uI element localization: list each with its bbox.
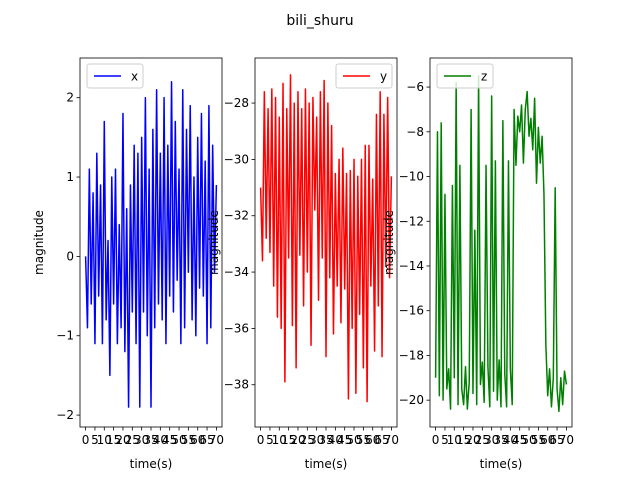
x-tick-label: 25 xyxy=(475,433,490,447)
x-tick-label: 55 xyxy=(531,433,546,447)
x-tick-label: 20 xyxy=(465,433,480,447)
x-tick-label: 40 xyxy=(503,433,518,447)
y-tick-label: 0 xyxy=(66,249,74,263)
y-tick-label: −12 xyxy=(399,214,424,228)
series-line-y xyxy=(259,74,393,403)
x-tick-label: 0 xyxy=(257,433,265,447)
y-tick-label: −1 xyxy=(56,329,74,343)
y-tick-label: −10 xyxy=(399,170,424,184)
figure-title: bili_shuru xyxy=(286,13,353,29)
subplot-3: 0 510152025303540455055606570−20−18−16−14… xyxy=(382,57,574,471)
x-tick-label: 25 xyxy=(125,433,140,447)
x-tick-label: 15 xyxy=(106,433,121,447)
legend: y xyxy=(335,63,393,89)
legend-label-x: x xyxy=(131,70,138,84)
x-tick-label: 5 xyxy=(91,433,99,447)
x-tick-label: 10 xyxy=(272,433,287,447)
x-tick-label: 20 xyxy=(115,433,130,447)
y-tick-label: −14 xyxy=(399,259,424,273)
x-tick-label: 45 xyxy=(162,433,177,447)
subplot-2: 0 510152025303540455055606570−38−36−34−32… xyxy=(207,57,399,471)
x-tick-label: 35 xyxy=(493,433,508,447)
x-tick-label: 40 xyxy=(153,433,168,447)
legend: x xyxy=(86,63,144,89)
x-tick-label: 10 xyxy=(447,433,462,447)
x-tick-label: 25 xyxy=(300,433,315,447)
x-tick-label: 20 xyxy=(290,433,305,447)
y-tick-label: 1 xyxy=(66,170,74,184)
x-tick-label: 70 xyxy=(559,433,574,447)
series-line-z xyxy=(434,75,568,413)
legend: z xyxy=(436,63,494,89)
x-tick-label: 5 xyxy=(441,433,449,447)
x-tick-label: 35 xyxy=(318,433,333,447)
x-tick-label: 60 xyxy=(190,433,205,447)
x-tick-label: 35 xyxy=(143,433,158,447)
subplot-1: 0 510152025303540455055606570−2−1012time(… xyxy=(32,57,224,471)
x-tick-label: 55 xyxy=(181,433,196,447)
y-tick-label: −36 xyxy=(224,321,249,335)
y-tick-label: 2 xyxy=(66,91,74,105)
x-tick-label: 65 xyxy=(374,433,389,447)
x-tick-label: 70 xyxy=(384,433,399,447)
x-tick-label: 45 xyxy=(337,433,352,447)
x-axis-label: time(s) xyxy=(480,457,523,471)
x-tick-label: 70 xyxy=(209,433,224,447)
x-tick-label: 15 xyxy=(456,433,471,447)
x-axis-label: time(s) xyxy=(305,457,348,471)
x-tick-label: 60 xyxy=(365,433,380,447)
y-tick-label: −18 xyxy=(399,348,424,362)
x-tick-label: 30 xyxy=(134,433,149,447)
x-tick-label: 5 xyxy=(266,433,274,447)
x-tick-label: 0 xyxy=(82,433,90,447)
y-tick-label: −28 xyxy=(224,96,249,110)
y-tick-label: −20 xyxy=(399,393,424,407)
x-tick-label: 65 xyxy=(199,433,214,447)
legend-label-z: z xyxy=(481,70,487,84)
x-tick-label: 60 xyxy=(540,433,555,447)
y-tick-label: −34 xyxy=(224,265,249,279)
y-tick-label: −32 xyxy=(224,209,249,223)
x-tick-label: 50 xyxy=(346,433,361,447)
y-tick-label: −6 xyxy=(406,80,424,94)
x-tick-label: 55 xyxy=(356,433,371,447)
x-tick-label: 40 xyxy=(328,433,343,447)
y-tick-label: −30 xyxy=(224,152,249,166)
y-tick-label: −38 xyxy=(224,378,249,392)
x-tick-label: 10 xyxy=(97,433,112,447)
x-tick-label: 50 xyxy=(521,433,536,447)
x-tick-label: 45 xyxy=(512,433,527,447)
y-axis-label: magnitude xyxy=(32,210,46,275)
y-axis-label: magnitude xyxy=(207,210,221,275)
x-tick-label: 30 xyxy=(484,433,499,447)
x-tick-label: 0 xyxy=(432,433,440,447)
y-tick-label: −2 xyxy=(56,408,74,422)
y-axis-label: magnitude xyxy=(382,210,396,275)
x-tick-label: 30 xyxy=(309,433,324,447)
legend-label-y: y xyxy=(380,70,387,84)
y-tick-label: −8 xyxy=(406,125,424,139)
x-tick-label: 15 xyxy=(281,433,296,447)
x-axis-label: time(s) xyxy=(130,457,173,471)
x-tick-label: 65 xyxy=(549,433,564,447)
y-tick-label: −16 xyxy=(399,304,424,318)
x-tick-label: 50 xyxy=(171,433,186,447)
series-line-x xyxy=(84,81,218,408)
